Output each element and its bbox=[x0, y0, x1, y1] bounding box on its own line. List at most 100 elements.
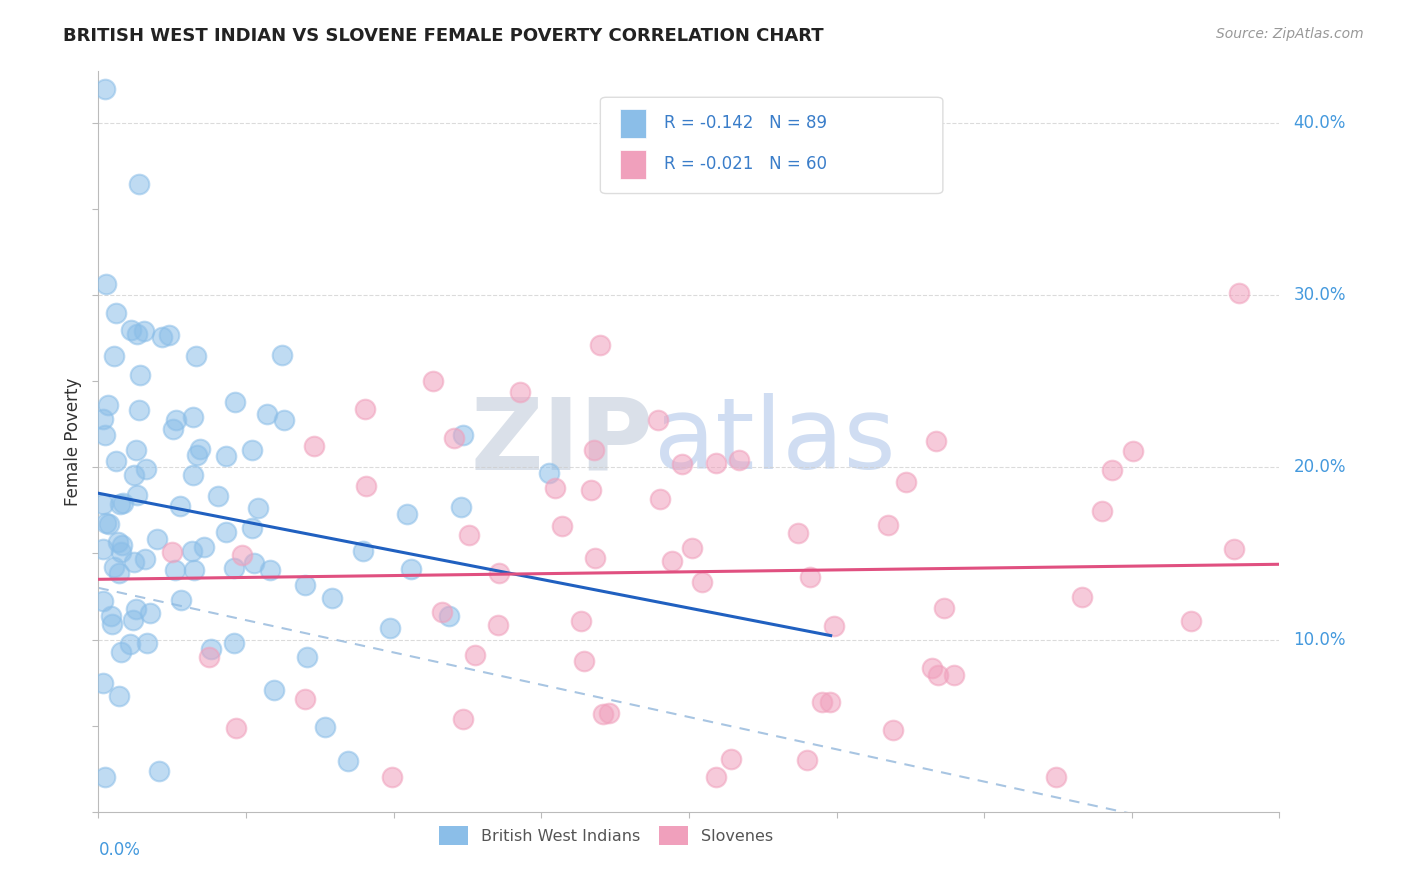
Point bbox=[464, 648, 486, 662]
Point bbox=[163, 563, 186, 577]
Point bbox=[486, 618, 509, 632]
Point bbox=[103, 560, 125, 574]
Point bbox=[183, 563, 205, 577]
Point bbox=[582, 442, 605, 457]
Legend: British West Indians, Slovenes: British West Indians, Slovenes bbox=[433, 820, 779, 852]
Point bbox=[1227, 286, 1250, 301]
Point bbox=[240, 521, 263, 535]
Point bbox=[110, 545, 132, 559]
FancyBboxPatch shape bbox=[600, 97, 943, 194]
Point bbox=[224, 636, 246, 650]
Point bbox=[97, 398, 120, 412]
Point bbox=[242, 556, 264, 570]
FancyBboxPatch shape bbox=[620, 150, 647, 179]
Point bbox=[820, 695, 842, 709]
Point bbox=[181, 409, 204, 424]
Point bbox=[94, 428, 117, 442]
Point bbox=[927, 668, 949, 682]
Point bbox=[122, 555, 145, 569]
Point bbox=[648, 492, 671, 507]
Y-axis label: Female Poverty: Female Poverty bbox=[63, 377, 82, 506]
Point bbox=[259, 563, 281, 577]
Point bbox=[443, 431, 465, 445]
Point bbox=[572, 654, 595, 668]
Point bbox=[215, 525, 238, 540]
Point bbox=[396, 507, 419, 521]
Point bbox=[877, 518, 900, 533]
Point bbox=[96, 277, 118, 292]
Point bbox=[198, 650, 221, 665]
Point bbox=[647, 413, 669, 427]
Point bbox=[135, 462, 157, 476]
Point bbox=[378, 622, 401, 636]
Point bbox=[321, 591, 343, 606]
Point bbox=[160, 545, 183, 559]
Point bbox=[1045, 770, 1067, 784]
Point bbox=[93, 541, 115, 556]
Point bbox=[727, 453, 749, 467]
Point bbox=[91, 412, 114, 426]
Point bbox=[105, 454, 128, 468]
Text: 20.0%: 20.0% bbox=[1294, 458, 1346, 476]
Point bbox=[121, 613, 143, 627]
Point bbox=[1222, 541, 1244, 556]
Point bbox=[1122, 444, 1144, 458]
Point bbox=[270, 348, 292, 362]
Point bbox=[91, 594, 114, 608]
Point bbox=[336, 754, 359, 768]
Point bbox=[225, 721, 247, 735]
Point bbox=[128, 402, 150, 417]
Point bbox=[181, 468, 204, 483]
Point bbox=[127, 326, 149, 341]
Point bbox=[457, 528, 479, 542]
Point bbox=[138, 606, 160, 620]
Point bbox=[94, 770, 117, 784]
Point bbox=[159, 327, 181, 342]
Point bbox=[451, 428, 474, 442]
Point bbox=[91, 676, 114, 690]
Point bbox=[430, 605, 453, 619]
Point bbox=[352, 544, 374, 558]
Point bbox=[169, 499, 191, 513]
Point bbox=[107, 534, 129, 549]
Point bbox=[942, 667, 965, 681]
Point bbox=[96, 516, 118, 530]
Point bbox=[165, 413, 187, 427]
Text: 0.0%: 0.0% bbox=[98, 841, 141, 859]
Point bbox=[207, 489, 229, 503]
Point bbox=[186, 448, 208, 462]
Point bbox=[188, 442, 211, 456]
Point bbox=[224, 560, 246, 574]
Point bbox=[583, 551, 606, 566]
Point bbox=[110, 538, 132, 552]
Point bbox=[302, 439, 325, 453]
Point bbox=[720, 752, 742, 766]
Point bbox=[98, 517, 121, 532]
Text: 30.0%: 30.0% bbox=[1294, 286, 1346, 304]
Point bbox=[224, 395, 246, 409]
Point bbox=[921, 661, 943, 675]
Text: atlas: atlas bbox=[654, 393, 896, 490]
Point bbox=[294, 578, 316, 592]
Point bbox=[925, 434, 948, 448]
Point bbox=[256, 407, 278, 421]
Point bbox=[294, 691, 316, 706]
Point bbox=[537, 466, 560, 480]
FancyBboxPatch shape bbox=[620, 109, 647, 138]
Point bbox=[1091, 504, 1114, 518]
Point bbox=[110, 645, 132, 659]
Point bbox=[451, 712, 474, 726]
Text: R = -0.142   N = 89: R = -0.142 N = 89 bbox=[664, 114, 827, 133]
Point bbox=[1101, 463, 1123, 477]
Point bbox=[124, 467, 146, 482]
Point bbox=[136, 635, 159, 649]
Point bbox=[100, 609, 122, 624]
Point bbox=[103, 349, 125, 363]
Point bbox=[215, 449, 238, 463]
Point bbox=[193, 540, 215, 554]
Point bbox=[354, 479, 377, 493]
Point bbox=[112, 496, 135, 510]
Point bbox=[401, 561, 423, 575]
Point bbox=[108, 566, 131, 580]
Point bbox=[811, 695, 834, 709]
